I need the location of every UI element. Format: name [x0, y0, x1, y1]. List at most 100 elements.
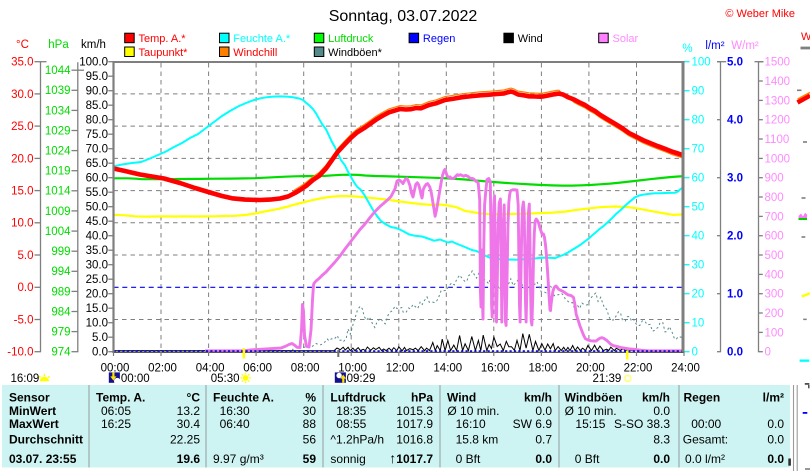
svg-text:0.0: 0.0 — [767, 433, 784, 447]
svg-text:21:39: 21:39 — [593, 373, 622, 385]
svg-text:00:00: 00:00 — [691, 417, 721, 431]
svg-text:0.0: 0.0 — [92, 347, 108, 359]
svg-text:500: 500 — [765, 250, 784, 262]
svg-text:18:00: 18:00 — [529, 362, 558, 374]
svg-text:Wind: Wind — [447, 390, 476, 404]
svg-text:hPa: hPa — [411, 390, 433, 404]
svg-text:8.3: 8.3 — [653, 433, 670, 447]
svg-text:Sonntag, 03.07.2022: Sonntag, 03.07.2022 — [329, 8, 478, 25]
svg-text:984: 984 — [51, 306, 71, 318]
svg-text:55.0: 55.0 — [86, 187, 108, 199]
svg-text:50.0: 50.0 — [86, 202, 108, 214]
svg-text:0.0: 0.0 — [653, 452, 670, 466]
svg-text:30: 30 — [303, 404, 317, 418]
svg-text:30.4: 30.4 — [177, 417, 201, 431]
svg-text:Feuchte A.: Feuchte A. — [213, 390, 274, 404]
svg-text:0 Bft: 0 Bft — [456, 452, 481, 466]
svg-text:800: 800 — [765, 192, 784, 204]
svg-text:15.0: 15.0 — [86, 303, 108, 315]
svg-text:19.6: 19.6 — [177, 452, 201, 466]
svg-text:Feuchte A.*: Feuchte A.* — [233, 33, 291, 45]
svg-text:3.0: 3.0 — [727, 173, 743, 185]
svg-text:25.0: 25.0 — [86, 274, 108, 286]
svg-text:300: 300 — [765, 289, 784, 301]
svg-text:MinWert: MinWert — [9, 404, 56, 418]
svg-text:22:00: 22:00 — [624, 362, 653, 374]
svg-text:65.0: 65.0 — [86, 158, 108, 170]
svg-text:14:00: 14:00 — [433, 362, 462, 374]
svg-text:1004: 1004 — [45, 226, 71, 238]
svg-text:^1.2hPa/h: ^1.2hPa/h — [330, 433, 384, 447]
svg-text:04:00: 04:00 — [196, 362, 225, 374]
svg-text:999: 999 — [51, 246, 70, 258]
svg-text:60.0: 60.0 — [86, 173, 108, 185]
svg-text:1500: 1500 — [765, 57, 791, 69]
svg-text:88: 88 — [303, 417, 317, 431]
svg-text:50: 50 — [692, 202, 705, 214]
svg-text:90: 90 — [692, 86, 705, 98]
svg-text:Temp. A.: Temp. A. — [96, 390, 145, 404]
svg-text:Regen: Regen — [684, 390, 721, 404]
svg-text:Regen: Regen — [423, 33, 455, 45]
svg-text:00:00: 00:00 — [101, 362, 130, 374]
svg-text:10.0: 10.0 — [11, 218, 33, 230]
svg-text:200: 200 — [765, 308, 784, 320]
svg-text:22.25: 22.25 — [170, 433, 200, 447]
svg-text:40.0: 40.0 — [86, 231, 108, 243]
svg-text:12:00: 12:00 — [386, 362, 415, 374]
svg-text:Gesamt:: Gesamt: — [683, 433, 728, 447]
svg-text:80.0: 80.0 — [86, 115, 108, 127]
svg-text:0.0: 0.0 — [727, 347, 743, 359]
svg-text:30: 30 — [692, 260, 705, 272]
svg-text:1019: 1019 — [45, 166, 71, 178]
svg-text:400: 400 — [765, 269, 784, 281]
svg-text:06:05: 06:05 — [101, 404, 131, 418]
svg-text:Durchschnitt: Durchschnitt — [9, 433, 83, 447]
svg-text:1300: 1300 — [765, 95, 791, 107]
svg-text:5.0: 5.0 — [92, 332, 108, 344]
svg-text:Windböen*: Windböen* — [328, 47, 383, 59]
svg-text:1009: 1009 — [45, 206, 71, 218]
svg-text:%: % — [305, 390, 316, 404]
svg-text:S-SO 38.3: S-SO 38.3 — [614, 417, 670, 431]
svg-text:0: 0 — [765, 347, 771, 359]
svg-text:20: 20 — [692, 289, 705, 301]
svg-text:1000: 1000 — [765, 153, 791, 165]
svg-text:5.0: 5.0 — [18, 250, 34, 262]
svg-text:0.0: 0.0 — [767, 417, 784, 431]
svg-text:00:00: 00:00 — [121, 373, 150, 385]
svg-text:hPa: hPa — [48, 39, 69, 51]
svg-text:59: 59 — [303, 452, 317, 466]
svg-text:MaxWert: MaxWert — [9, 417, 59, 431]
svg-text:75.0: 75.0 — [86, 129, 108, 141]
svg-text:l/m²: l/m² — [763, 390, 784, 404]
svg-text:W: W — [801, 31, 810, 43]
svg-text:Temp. A.*: Temp. A.* — [139, 33, 187, 45]
svg-text:Ø 10 min.: Ø 10 min. — [447, 404, 499, 418]
svg-text:03.07. 23:55: 03.07. 23:55 — [9, 452, 77, 466]
svg-text:974: 974 — [51, 347, 71, 359]
svg-text:1029: 1029 — [45, 125, 71, 137]
svg-text:18:35: 18:35 — [336, 404, 366, 418]
svg-text:08:55: 08:55 — [336, 417, 366, 431]
svg-text:30.0: 30.0 — [86, 260, 108, 272]
svg-text:1.0: 1.0 — [727, 289, 743, 301]
svg-text:km/h: km/h — [81, 39, 106, 51]
svg-text:Windchill: Windchill — [233, 47, 277, 59]
svg-text:15.0: 15.0 — [11, 186, 33, 198]
svg-text:10:00: 10:00 — [338, 362, 367, 374]
svg-text:70.0: 70.0 — [86, 144, 108, 156]
svg-text:2.0: 2.0 — [727, 231, 743, 243]
svg-text:5.0: 5.0 — [727, 57, 743, 69]
svg-text:700: 700 — [765, 211, 784, 223]
svg-text:1016.8: 1016.8 — [396, 433, 433, 447]
svg-text:600: 600 — [765, 231, 784, 243]
svg-text:10: 10 — [692, 318, 705, 330]
svg-text:1014: 1014 — [45, 186, 71, 198]
svg-text:13.2: 13.2 — [177, 404, 201, 418]
svg-text:1100: 1100 — [765, 134, 790, 146]
svg-text:09:29: 09:29 — [347, 373, 376, 385]
svg-text:16:00: 16:00 — [481, 362, 510, 374]
svg-text:06:40: 06:40 — [220, 417, 250, 431]
svg-text:05:30: 05:30 — [211, 373, 240, 385]
